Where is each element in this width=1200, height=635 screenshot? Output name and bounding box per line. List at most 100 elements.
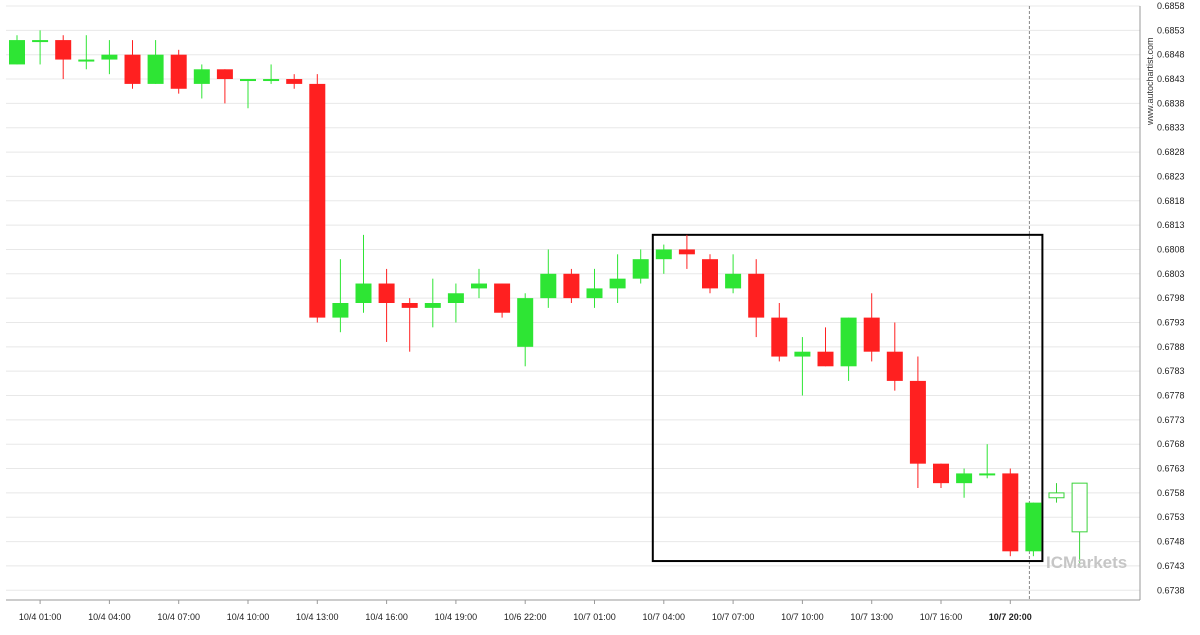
x-tick-label: 10/4 16:00	[365, 612, 408, 622]
candle-body	[1025, 502, 1042, 552]
bullish-candle	[725, 254, 742, 294]
candle-body	[817, 351, 834, 367]
bullish-candle	[424, 278, 441, 328]
bullish-candle	[147, 40, 164, 84]
candle-body	[1048, 492, 1065, 499]
x-tick-label: 10/7 16:00	[920, 612, 963, 622]
bullish-candle	[1025, 502, 1042, 557]
bullish-candle	[979, 444, 996, 479]
bullish-candle	[540, 249, 557, 308]
bullish-candle	[78, 35, 95, 70]
bearish-candle	[702, 254, 718, 294]
bearish-candle	[216, 69, 233, 104]
x-tick-label: 10/7 20:00	[989, 612, 1032, 622]
bullish-candle	[193, 64, 210, 99]
watermark: www.autochartist.com	[1145, 37, 1155, 126]
bullish-candle	[517, 293, 534, 367]
y-tick-label: 0.6838	[1157, 98, 1185, 108]
candle-body	[263, 79, 280, 82]
candle-body	[401, 303, 418, 308]
bearish-candle	[678, 234, 695, 269]
candle-body	[1071, 482, 1088, 533]
candle-body	[193, 69, 210, 84]
bullish-candle	[632, 249, 649, 284]
bearish-candle	[933, 463, 949, 489]
bullish-candle	[655, 244, 672, 274]
bearish-candle	[748, 259, 765, 338]
candle-body	[886, 351, 903, 381]
x-tick-label: 10/4 19:00	[435, 612, 478, 622]
y-tick-label: 0.6808	[1157, 244, 1185, 254]
y-tick-label: 0.6803	[1157, 269, 1185, 279]
x-tick-label: 10/7 04:00	[643, 612, 686, 622]
candle-body	[309, 83, 326, 318]
candle-body	[9, 40, 25, 65]
y-tick-label: 0.6743	[1157, 561, 1185, 571]
candle-body	[494, 283, 511, 313]
candle-body	[909, 380, 926, 464]
candle-body	[794, 351, 811, 357]
candle-body	[286, 79, 303, 84]
bearish-candle	[309, 74, 326, 323]
candle-body	[979, 473, 996, 476]
bearish-candle	[886, 322, 903, 391]
bullish-candle	[9, 35, 25, 65]
bullish-candle	[956, 468, 973, 498]
pattern-box	[651, 233, 1044, 563]
candle-body	[609, 278, 626, 289]
bearish-candle	[124, 40, 141, 89]
y-tick-label: 0.6763	[1157, 464, 1185, 474]
y-tick-label: 0.6818	[1157, 196, 1185, 206]
candle-body	[471, 283, 487, 289]
bearish-candle	[401, 298, 418, 352]
candle-body	[956, 473, 973, 484]
y-tick-label: 0.6833	[1157, 123, 1185, 133]
bearish-candle	[1002, 468, 1019, 557]
bearish-candle	[55, 35, 72, 80]
candle-body	[378, 283, 395, 303]
candle-body	[748, 273, 765, 318]
x-tick-label: 10/7 07:00	[712, 612, 755, 622]
x-tick-label: 10/6 22:00	[504, 612, 547, 622]
bearish-candle	[563, 268, 580, 303]
bearish-candle	[286, 74, 303, 89]
candle-body	[1002, 473, 1019, 552]
y-tick-label: 0.6738	[1157, 585, 1185, 595]
candle-body	[725, 273, 742, 289]
bullish-candle	[32, 30, 49, 65]
y-tick-label: 0.6778	[1157, 391, 1185, 401]
bullish-candle	[471, 268, 487, 299]
bearish-candle	[378, 268, 395, 342]
y-tick-label: 0.6823	[1157, 171, 1185, 181]
y-tick-label: 0.6848	[1157, 50, 1185, 60]
y-tick-label: 0.6758	[1157, 488, 1185, 498]
candle-body	[540, 273, 557, 299]
y-tick-label: 0.6793	[1157, 317, 1185, 327]
candle-body	[632, 259, 649, 279]
grid	[6, 5, 1140, 600]
bullish-candle	[263, 64, 280, 84]
candle-body	[447, 293, 464, 303]
bearish-candle	[771, 303, 788, 362]
bullish-candle	[332, 259, 349, 333]
bearish-candle	[863, 293, 880, 362]
candle-body	[655, 249, 672, 260]
y-tick-label: 0.6853	[1157, 25, 1185, 35]
axes: 0.6738 0.6743 0.6748 0.6753 0.6758 0.6763 0.67…	[6, 1, 1185, 622]
y-tick-label: 0.6783	[1157, 366, 1185, 376]
x-tick-label: 10/4 07:00	[157, 612, 200, 622]
candle-body	[147, 54, 164, 84]
candle-body	[55, 40, 72, 60]
candle-body	[101, 54, 118, 60]
candle-body	[332, 303, 349, 318]
candle-body	[124, 54, 141, 84]
bearish-candle	[494, 283, 511, 318]
candle-body	[933, 463, 949, 484]
bearish-candle	[817, 327, 834, 367]
bullish-candle	[101, 40, 118, 75]
y-tick-label: 0.6748	[1157, 537, 1185, 547]
bullish-candle	[840, 317, 857, 381]
x-tick-label: 10/4 10:00	[227, 612, 270, 622]
